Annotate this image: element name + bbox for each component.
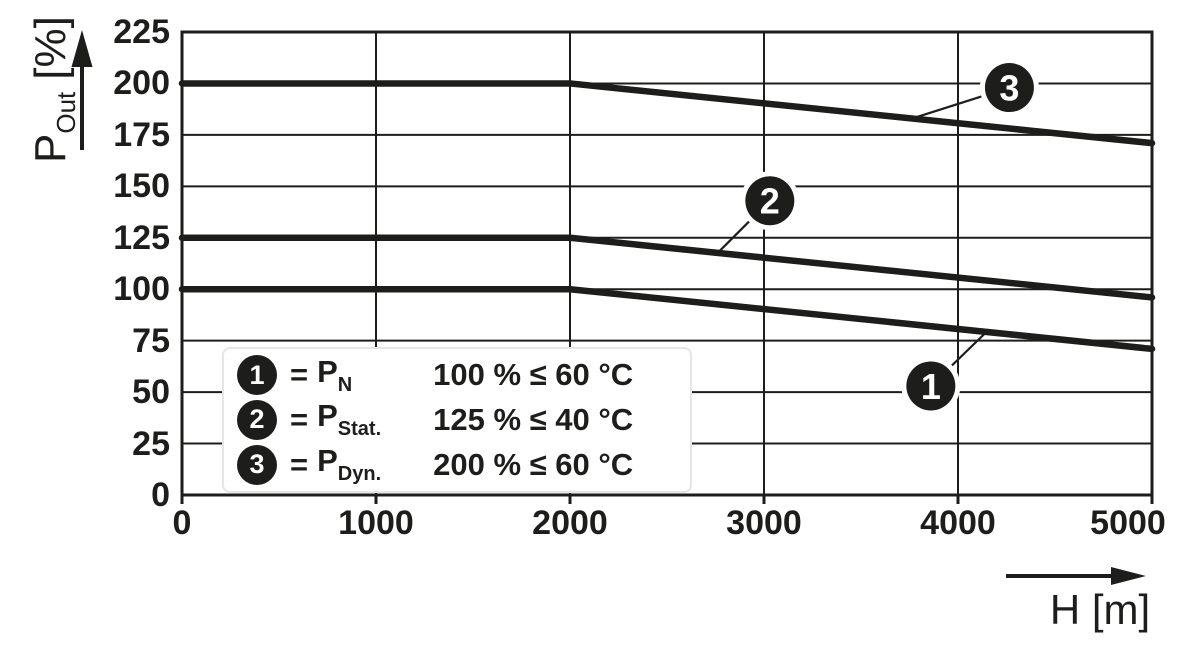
legend-symbol-2-main: P <box>317 398 338 434</box>
x-axis-title: H [m] <box>1049 586 1151 633</box>
x-tick-label-4000: 4000 <box>920 504 996 542</box>
y-tick-label-50: 50 <box>132 373 170 412</box>
legend: 1 = PN 100 % ≤ 60 °C 2 = PStat. 125 % ≤ … <box>222 347 692 493</box>
legend-symbol-2: PStat. <box>317 398 433 441</box>
y-axis-symbol-subscript: Out <box>50 91 81 134</box>
legend-row-3: 3 = PDyn. 200 % ≤ 60 °C <box>237 443 686 487</box>
marker-1-circle-icon <box>906 361 956 411</box>
curve-1 <box>178 285 1156 353</box>
legend-symbol-1: PN <box>317 354 433 397</box>
marker-1-number: 1 <box>921 366 941 407</box>
x-tick-label-1000: 1000 <box>338 504 414 542</box>
legend-badge-1-icon: 1 <box>237 355 277 396</box>
marker-2-circle-icon <box>745 176 795 226</box>
y-axis-unit: [%] <box>26 16 75 80</box>
curve-3 <box>178 80 1156 147</box>
legend-equals-1: = <box>290 357 309 393</box>
legend-symbol-1-subscript: N <box>337 373 353 396</box>
legend-row-2: 2 = PStat. 125 % ≤ 40 °C <box>237 398 686 442</box>
curve-2 <box>178 234 1156 301</box>
marker-3-circle-icon <box>984 63 1034 113</box>
legend-badge-2-icon: 2 <box>237 399 277 440</box>
x-tick-label-0: 0 <box>172 504 192 542</box>
legend-badge-3-number: 3 <box>249 449 265 480</box>
x-tick-label-2000: 2000 <box>532 504 608 542</box>
x-axis-arrowhead-icon <box>1111 567 1146 585</box>
y-tick-label-100: 100 <box>113 270 170 309</box>
y-tick-label-175: 175 <box>113 115 170 154</box>
legend-equals-2: = <box>290 401 309 437</box>
legend-badge-1-number: 1 <box>249 359 265 390</box>
y-tick-label-125: 125 <box>113 218 170 257</box>
legend-symbol-3-main: P <box>317 443 338 479</box>
legend-value-2: 125 % ≤ 40 °C <box>433 401 634 437</box>
y-axis-symbol: P <box>26 133 75 163</box>
legend-badge-2-number: 2 <box>249 404 265 435</box>
marker-2-number: 2 <box>760 181 780 222</box>
legend-symbol-1-main: P <box>317 353 338 389</box>
legend-value-3: 200 % ≤ 60 °C <box>433 446 634 482</box>
y-tick-label-150: 150 <box>113 167 170 206</box>
legend-symbol-2-subscript: Stat. <box>337 418 382 441</box>
y-tick-label-200: 200 <box>113 64 170 103</box>
legend-badge-3-icon: 3 <box>237 444 277 485</box>
plot-border <box>180 30 1154 497</box>
legend-row-1: 1 = PN 100 % ≤ 60 °C <box>237 353 686 397</box>
legend-value-1: 100 % ≤ 60 °C <box>433 357 634 393</box>
legend-equals-3: = <box>290 446 309 482</box>
y-tick-label-25: 25 <box>132 424 170 463</box>
legend-symbol-3: PDyn. <box>317 443 433 486</box>
y-axis-arrowhead-icon <box>71 30 93 67</box>
y-axis-title: POut [%] <box>26 16 82 163</box>
x-tick-label-5000: 5000 <box>1090 504 1166 542</box>
marker-3-number: 3 <box>999 68 1019 109</box>
legend-symbol-3-subscript: Dyn. <box>337 463 382 486</box>
x-tick-label-3000: 3000 <box>726 504 802 542</box>
y-tick-label-225: 225 <box>113 13 170 51</box>
y-tick-label-75: 75 <box>132 321 170 360</box>
y-tick-label-0: 0 <box>151 476 170 514</box>
